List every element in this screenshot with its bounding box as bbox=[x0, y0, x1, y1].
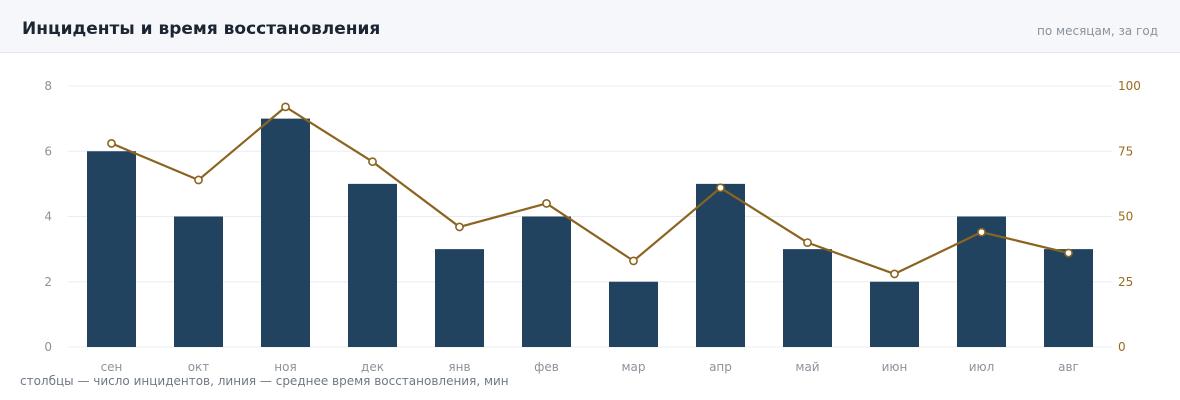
y-left-tick-label: 8 bbox=[44, 79, 52, 93]
bar bbox=[522, 216, 571, 347]
y-left-tick-label: 6 bbox=[44, 144, 52, 158]
y-right-tick-label: 0 bbox=[1118, 340, 1126, 354]
bar bbox=[261, 118, 310, 347]
line-point bbox=[977, 227, 986, 237]
bar bbox=[957, 216, 1006, 347]
x-tick-label: ноя bbox=[274, 360, 296, 374]
x-tick-label: фев bbox=[534, 360, 559, 374]
x-tick-label: окт bbox=[188, 360, 210, 374]
bar bbox=[870, 281, 919, 347]
y-left-tick-label: 0 bbox=[44, 340, 52, 354]
line-point bbox=[716, 183, 725, 193]
x-tick-label: май bbox=[795, 360, 819, 374]
x-tick-label: мар bbox=[621, 360, 645, 374]
bar bbox=[435, 249, 484, 347]
bar bbox=[783, 249, 832, 347]
x-tick-label: янв bbox=[448, 360, 470, 374]
line-point bbox=[803, 238, 812, 247]
line-point bbox=[194, 175, 203, 185]
y-right-tick-label: 50 bbox=[1118, 210, 1133, 224]
line-point bbox=[629, 256, 638, 266]
bar bbox=[87, 151, 136, 347]
line-point bbox=[107, 139, 116, 148]
x-tick-label: сен bbox=[101, 360, 123, 374]
bar bbox=[1044, 249, 1093, 347]
chart-title: Инциденты и время восстановления bbox=[22, 19, 381, 39]
combo-chart: 0 2 4 6 8 0 25 50 75 100 сен окт ноя дек янв фев мар апр м… bbox=[44, 79, 1141, 374]
y-right-tick-label: 25 bbox=[1118, 275, 1133, 289]
chart-caption: столбцы — число инцидентов, линия — сред… bbox=[20, 374, 509, 388]
x-tick-label: авг bbox=[1058, 360, 1079, 374]
line-point bbox=[368, 157, 377, 167]
line-point bbox=[890, 269, 899, 279]
x-tick-label: апр bbox=[709, 360, 732, 374]
chart-subtitle: по месяцам, за год bbox=[1037, 24, 1158, 38]
y-left-tick-label: 4 bbox=[44, 210, 52, 224]
chart-header: Инциденты и время восстановления по меся… bbox=[0, 0, 1180, 53]
x-tick-label: июл bbox=[969, 360, 995, 374]
bar bbox=[696, 183, 745, 347]
y-left-tick-label: 2 bbox=[44, 275, 52, 289]
line-point bbox=[281, 102, 290, 112]
line-point bbox=[455, 222, 464, 232]
line-series bbox=[111, 105, 1069, 276]
line-point bbox=[1064, 248, 1073, 258]
line-point bbox=[542, 199, 551, 208]
bar bbox=[348, 183, 397, 347]
y-right-tick-label: 100 bbox=[1118, 79, 1141, 93]
y-right-tick-label: 75 bbox=[1118, 144, 1133, 158]
x-tick-label: июн bbox=[882, 360, 908, 374]
x-tick-label: дек bbox=[361, 360, 384, 374]
bar bbox=[174, 216, 223, 347]
bar bbox=[609, 281, 658, 347]
